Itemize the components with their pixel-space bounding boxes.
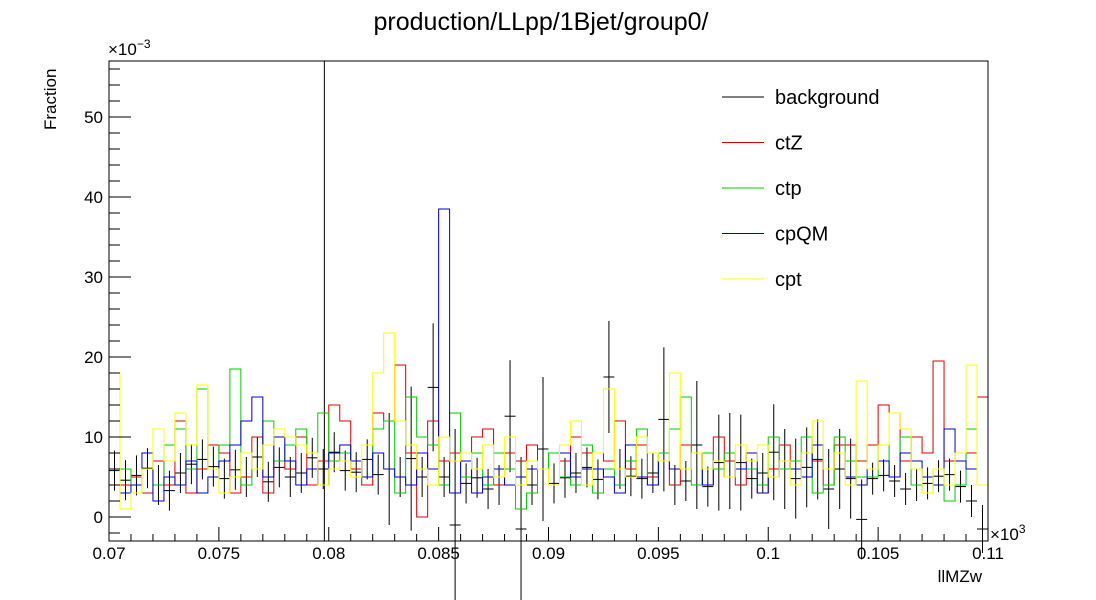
x-tick-label: 0.095: [637, 544, 680, 563]
x-tick-label: 0.075: [198, 544, 241, 563]
x-axis-label: llMZw: [938, 567, 983, 586]
x-tick-label: 0.1: [756, 544, 780, 563]
axes: 0.07 0.075 0.08 0.085 0.09 0.095 0.1 0.105 0.11 0…: [84, 60, 1004, 563]
y-axis-multiplier: ×10−3: [108, 37, 151, 59]
y-tick-label: 40: [84, 188, 103, 207]
series-cpt: [109, 332, 988, 510]
legend-label-background: background: [775, 87, 880, 109]
series-layer: [109, 208, 988, 600]
x-tick-label: 0.09: [532, 544, 565, 563]
x-tick-label: 0.11: [972, 544, 1004, 563]
y-tick-label: 10: [84, 428, 103, 447]
x-multiplier-exponent: 3: [1019, 522, 1026, 536]
chart-title: production/LLpp/1Bjet/group0/: [374, 8, 709, 36]
legend-label-ctp: ctp: [775, 178, 802, 200]
x-tick-label: 0.07: [92, 544, 125, 563]
x-tick-label: 0.08: [312, 544, 345, 563]
y-multiplier-base: ×10: [108, 40, 137, 59]
x-tick-label: 0.085: [417, 544, 460, 563]
x-multiplier-base: ×10: [990, 525, 1019, 544]
legend-label-cpt: cpt: [775, 269, 802, 291]
y-tick-label: 20: [84, 348, 103, 367]
x-tick-label: 0.105: [857, 544, 900, 563]
legend-label-cpQM: cpQM: [775, 224, 828, 246]
x-axis-multiplier: ×103: [990, 522, 1026, 544]
y-tick-label: 30: [84, 268, 103, 287]
legend-label-ctZ: ctZ: [775, 133, 803, 155]
y-multiplier-exponent: −3: [137, 37, 151, 51]
y-tick-label: 0: [94, 508, 103, 527]
y-axis-label: Fraction: [41, 69, 60, 130]
legend: background ctZ ctp cpQM cpt: [722, 87, 880, 291]
y-tick-label: 50: [84, 108, 103, 127]
